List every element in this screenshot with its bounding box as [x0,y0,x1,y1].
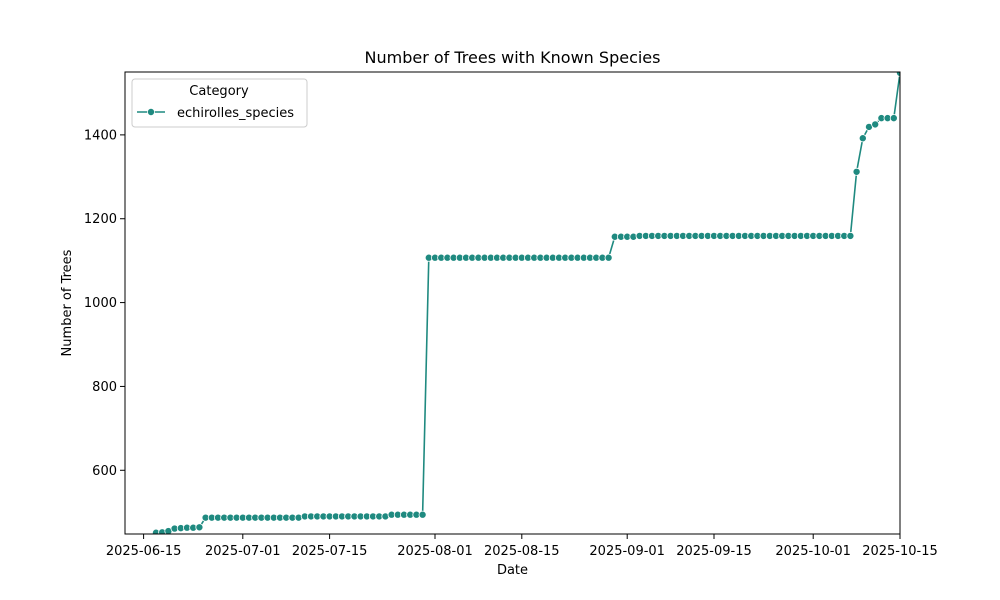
x-tick-label: 2025-07-15 [292,544,368,559]
y-tick-label: 1000 [84,296,117,311]
legend-title: Category [189,84,249,99]
data-point [195,523,204,532]
y-tick-label: 1200 [84,212,117,227]
x-tick-label: 2025-06-15 [106,544,182,559]
data-point [871,120,880,129]
plot-content [152,72,900,534]
x-tick-label: 2025-09-01 [589,544,665,559]
x-tick-label: 2025-07-01 [205,544,281,559]
data-point [889,114,898,123]
data-point [604,253,613,262]
data-point [896,72,900,77]
legend-entry-echirolles-species: echirolles_species [177,106,294,121]
legend-marker-swatch [146,108,155,117]
data-point [852,167,861,176]
x-tick-label: 2025-10-15 [862,544,938,559]
data-point [846,231,855,240]
y-tick-label: 1400 [84,128,117,143]
x-axis-label: Date [497,563,528,578]
x-tick-label: 2025-09-15 [676,544,752,559]
x-axis-ticks: 2025-06-15 2025-07-01 2025-07-15 2025-08-01… [106,534,938,559]
data-point [418,510,427,519]
legend-box [131,78,308,128]
x-tick-label: 2025-08-15 [484,544,560,559]
y-tick-label: 600 [92,464,117,479]
x-tick-label: 2025-10-01 [775,544,851,559]
chart-title: Number of Trees with Known Species [365,48,661,67]
x-tick-label: 2025-08-01 [397,544,473,559]
y-axis-ticks: 600 800 1000 1200 1400 [84,128,125,479]
data-point [858,134,867,143]
y-tick-label: 800 [92,380,117,395]
legend: Category echirolles_species [131,78,308,128]
y-axis-label: Number of Trees [60,249,75,356]
plot-frame [124,71,901,535]
